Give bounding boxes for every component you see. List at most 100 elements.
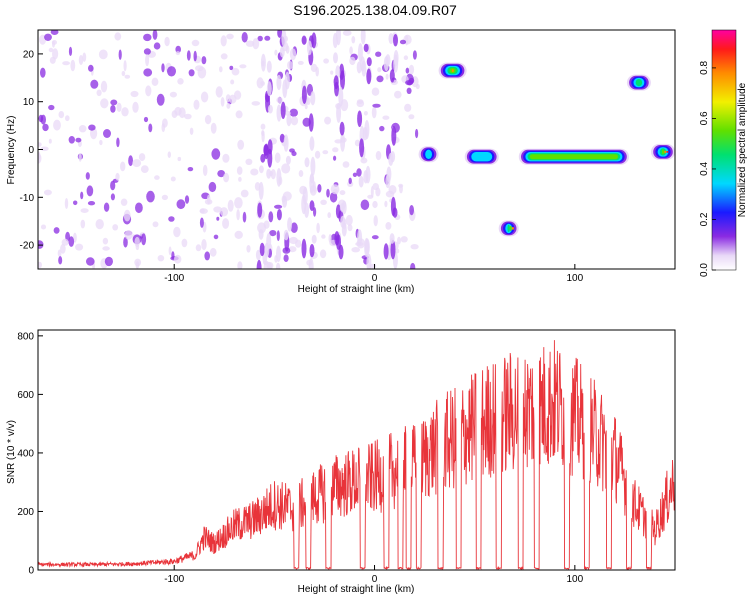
- heatmap-cell: [280, 101, 286, 120]
- heatmap-cell: [267, 148, 273, 168]
- heatmap-cell: [187, 167, 194, 172]
- heatmap-cell: [289, 48, 297, 61]
- top-y-tick-label: -10: [20, 193, 35, 204]
- heatmap-cell: [191, 39, 200, 47]
- heatmap-cell: [216, 216, 220, 221]
- heatmap-cell: [199, 208, 205, 214]
- heatmap-cell: [220, 35, 227, 47]
- heatmap-cell: [140, 165, 149, 174]
- heatmap-cell: [188, 69, 195, 77]
- heatmap-cell: [286, 113, 292, 127]
- heatmap-cell: [304, 104, 308, 110]
- heatmap-cell: [167, 66, 176, 77]
- heatmap-cell: [40, 146, 49, 152]
- heatmap-cell: [200, 91, 209, 103]
- colorbar-tick-label: 0.6: [699, 111, 710, 125]
- heatmap-cell: [78, 55, 84, 65]
- heatmap-cell: [390, 240, 396, 260]
- heatmap-cell: [342, 161, 350, 168]
- heatmap-cell: [284, 71, 290, 90]
- heatmap-cell: [173, 226, 181, 238]
- heatmap-cell: [222, 153, 230, 163]
- heatmap-cell: [321, 234, 326, 239]
- heatmap-cell: [324, 116, 332, 125]
- heatmap-cell: [302, 186, 308, 206]
- heatmap-cell: [210, 122, 217, 134]
- heatmap-cell: [388, 33, 394, 45]
- heatmap-cell: [287, 60, 293, 70]
- heatmap-cell: [276, 74, 282, 91]
- heatmap-cell: [371, 106, 377, 119]
- heatmap-cell: [304, 157, 310, 168]
- heatmap-cell: [315, 66, 320, 77]
- heatmap-cell: [175, 51, 181, 56]
- heatmap-cell: [290, 116, 299, 126]
- heatmap-cell: [283, 254, 289, 262]
- heatmap-cell: [397, 236, 401, 245]
- heatmap-cell: [199, 217, 204, 228]
- heatmap-cell: [356, 100, 365, 108]
- heatmap-cell: [161, 194, 168, 201]
- heatmap-cell: [308, 258, 314, 269]
- heatmap-cell: [409, 205, 414, 216]
- heatmap-cell: [263, 144, 269, 156]
- heatmap-cell: [234, 230, 243, 239]
- heatmap-cell: [226, 33, 234, 40]
- heatmap-cell: [356, 61, 362, 74]
- heatmap-cell: [143, 68, 153, 77]
- heatmap-cell: [389, 69, 395, 83]
- heatmap-cell: [168, 246, 172, 256]
- bottom-x-tick-label: 0: [372, 574, 378, 585]
- heatmap-cell: [399, 39, 407, 45]
- heatmap-cell: [88, 124, 96, 131]
- heatmap-cell: [146, 190, 155, 203]
- heatmap-cell: [393, 50, 399, 66]
- heatmap-cell: [327, 212, 332, 219]
- heatmap-cell: [177, 78, 184, 85]
- bottom-y-axis-label: SNR (10 * v/v): [6, 420, 17, 484]
- heatmap-cell: [363, 43, 369, 53]
- heatmap-cell: [49, 56, 56, 64]
- heatmap-cell: [276, 209, 282, 221]
- heatmap-cell: [371, 87, 380, 96]
- colorbar-tick-label: 0.2: [699, 212, 710, 226]
- heatmap-cell: [266, 168, 272, 179]
- heatmap-cell: [385, 222, 392, 230]
- heatmap-cell: [274, 49, 278, 56]
- figure-title: S196.2025.138.04.09.R07: [293, 2, 457, 18]
- top-x-axis-label: Height of straight line (km): [298, 284, 415, 295]
- heatmap-cell: [258, 229, 264, 240]
- heatmap-cell: [277, 30, 283, 38]
- heatmap-cell: [100, 80, 108, 93]
- heatmap-cell: [230, 79, 235, 85]
- heatmap-cell: [357, 43, 363, 62]
- heatmap-cell: [220, 97, 225, 107]
- heatmap-cell: [143, 116, 149, 123]
- bottom-plot-frame: [37, 329, 676, 571]
- heatmap-cell: [229, 65, 234, 71]
- heatmap-cell: [103, 202, 110, 212]
- heatmap-cell: [120, 198, 128, 206]
- heatmap-cell: [44, 33, 52, 41]
- heatmap-cell: [102, 246, 110, 251]
- heatmap-cell: [219, 66, 223, 73]
- heatmap-cell: [291, 151, 297, 157]
- heatmap-cell: [219, 207, 229, 217]
- heatmap-cell: [195, 244, 202, 252]
- heatmap-cell: [48, 104, 55, 111]
- heatmap-cell: [394, 90, 402, 99]
- heatmap-cell: [261, 130, 265, 143]
- top-x-tick-label: 100: [566, 273, 583, 284]
- heatmap-cell: [175, 45, 181, 54]
- heatmap-cell: [400, 236, 408, 243]
- heatmap-feature: [664, 150, 667, 154]
- top-x-tick-label: -100: [164, 273, 184, 284]
- heatmap-cell: [78, 153, 82, 162]
- top-y-axis-label: Frequency (Hz): [6, 116, 17, 185]
- heatmap-cell: [297, 60, 304, 65]
- heatmap-cell: [170, 176, 176, 182]
- heatmap-cell: [102, 237, 109, 245]
- heatmap-cell: [241, 32, 248, 43]
- bottom-y-tick-label: 600: [17, 390, 34, 401]
